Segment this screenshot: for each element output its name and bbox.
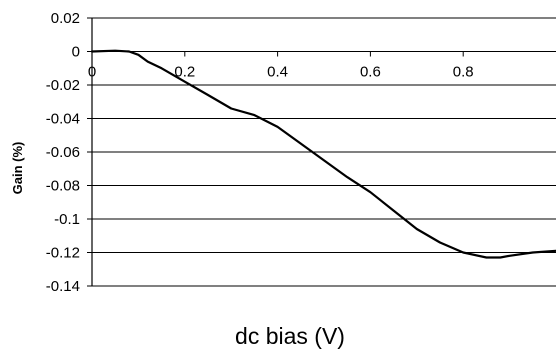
x-tick-label: 0.6 [360,64,381,81]
y-tick-label: -0.08 [46,178,80,195]
x-tick-labels: 0 0.2 0.4 0.6 0.8 [88,64,474,81]
y-tick-label: -0.14 [46,278,80,295]
series-line [90,49,556,259]
y-tick-labels: 0.02 0 -0.02 -0.04 -0.06 -0.08 -0.1 -0.12 -0.14 [46,10,92,295]
x-tick-label: 0.2 [174,64,195,81]
y-tick-label: -0.04 [46,111,80,128]
y-tick-label: 0 [72,44,80,61]
x-tick-label: 0 [88,64,96,81]
y-tick-label: -0.12 [46,245,80,262]
axes [91,18,464,286]
y-axis-label: Gain (%) [10,142,25,195]
y-tick-label: -0.02 [46,77,80,94]
y-tick-label: -0.06 [46,144,80,161]
y-tick-label: 0.02 [51,10,80,27]
x-tick-label: 0.4 [267,64,288,81]
x-tick-label: 0.8 [453,64,474,81]
y-tick-label: -0.1 [54,211,80,228]
gridlines [92,17,556,287]
series-group [90,49,556,259]
x-axis-label: dc bias (V) [235,323,345,349]
